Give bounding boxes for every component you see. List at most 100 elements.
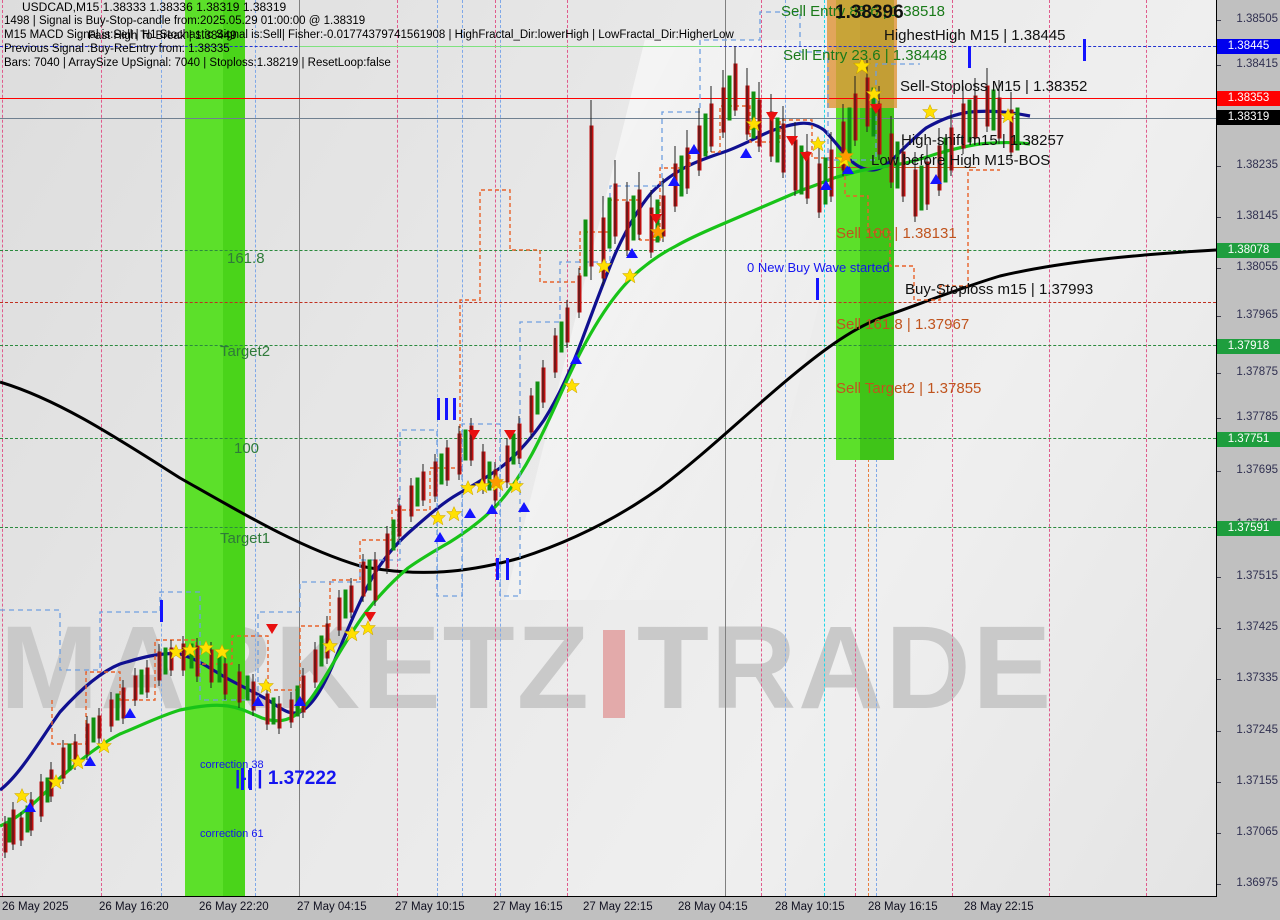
annotation-sell-stoploss: Sell-Stoploss M15 | 1.38352 <box>900 78 1088 95</box>
price-tick <box>1217 418 1221 419</box>
price-tick-label: 1.37245 <box>1236 724 1278 736</box>
price-tick-label: 1.37155 <box>1236 775 1278 787</box>
fractal-band-orange <box>51 105 1000 745</box>
annotation-sell-100: Sell 100 | 1.38131 <box>836 225 957 242</box>
price-tick <box>1217 884 1221 885</box>
vgrid <box>824 0 825 896</box>
vgrid <box>952 0 953 896</box>
price-tick <box>1217 731 1221 732</box>
price-tick <box>1217 577 1221 578</box>
price-tick <box>1217 166 1221 167</box>
annotation-new-buy-wave: 0 New Buy Wave started <box>747 260 890 275</box>
time-tick-label: 27 May 16:15 <box>493 901 563 913</box>
price-tick <box>1217 268 1221 269</box>
price-chip-green: 1.37751 <box>1217 432 1280 447</box>
price-tick-label: 1.38505 <box>1236 13 1278 25</box>
price-tick-label: 1.37695 <box>1236 464 1278 476</box>
price-tick <box>1217 316 1221 317</box>
annotation-sell-1618: Sell 161.8 | 1.37967 <box>836 316 970 333</box>
price-tick-label: 1.38145 <box>1236 210 1278 222</box>
time-tick-label: 28 May 10:15 <box>775 901 845 913</box>
price-tick <box>1217 782 1221 783</box>
chart-series-svg <box>0 11 1216 858</box>
vgrid <box>299 0 300 896</box>
vgrid <box>495 0 496 896</box>
price-tick-label: 1.38055 <box>1236 261 1278 273</box>
price-chip-green: 1.37591 <box>1217 521 1280 536</box>
annotation-sell-entry-236: Sell Entry 23.6 | 1.38448 <box>783 47 948 64</box>
vgrid <box>161 0 162 896</box>
price-tick <box>1217 20 1221 21</box>
price-tick <box>1217 679 1221 680</box>
vgrid <box>397 0 398 896</box>
buy-arrow-markers <box>24 144 942 824</box>
annotation-correction-61: correction 61 <box>200 828 264 840</box>
signal-line: 1498 | Signal is Buy-Stop-candle from:20… <box>4 15 366 27</box>
vgrid <box>101 0 102 896</box>
fib-100-line <box>0 438 1216 439</box>
annotation-correction-38: correction 38 <box>200 759 264 771</box>
vgrid <box>255 0 256 896</box>
star-markers <box>13 56 1017 804</box>
annotation-sell-entry-886: Sell Entry 88.6 | 1.38518 <box>781 3 946 20</box>
watermark-divider <box>602 630 625 718</box>
annotation-highest-high: HighestHigh M15 | 1.38445 <box>884 27 1066 44</box>
fast-high-to-break-overlay: Fast High To Break | 1.38449 <box>88 30 237 42</box>
time-tick-label: 27 May 22:15 <box>583 901 653 913</box>
annotation-fib-100: 100 <box>234 440 260 457</box>
vgrid <box>1146 0 1147 896</box>
price-tick <box>1217 217 1221 218</box>
price-tick <box>1217 373 1221 374</box>
time-tick-label: 26 May 22:20 <box>199 901 269 913</box>
time-tick-label: 26 May 2025 <box>2 901 69 913</box>
price-chip-green: 1.38078 <box>1217 243 1280 258</box>
annotation-low-before-high: Low before High M15-BOS <box>871 152 1051 169</box>
time-tick-label: 28 May 16:15 <box>868 901 938 913</box>
time-tick-label: 28 May 22:15 <box>964 901 1034 913</box>
ma-fast-green-line <box>0 140 1031 828</box>
fib-target2-line <box>0 345 1216 346</box>
bid-line <box>0 98 1216 99</box>
annotation-fib-target2: Target2 <box>220 343 271 360</box>
annotation-high-shift: High-shift m15 | 1.38257 <box>901 132 1065 149</box>
bars-arraysize-line: Bars: 7040 | ArraySize UpSignal: 7040 | … <box>4 57 391 69</box>
fib-target1-line <box>0 527 1216 528</box>
last-price-line <box>0 118 1216 119</box>
price-tick <box>1217 471 1221 472</box>
price-tick <box>1217 65 1221 66</box>
price-tick-label: 1.37515 <box>1236 570 1278 582</box>
annotation-corr-price: |-| | 1.37222 <box>235 768 337 789</box>
highest-high-line <box>300 46 720 47</box>
entry-zone <box>827 0 897 108</box>
price-tick-label: 1.37785 <box>1236 411 1278 423</box>
sell-arrow-markers <box>266 92 882 634</box>
price-chip-blue: 1.38445 <box>1217 39 1280 54</box>
price-tick <box>1217 833 1221 834</box>
price-tick <box>1217 628 1221 629</box>
price-axis[interactable]: 1.38505 1.38415 1.38235 1.38145 1.38055 1.379… <box>1217 0 1280 896</box>
time-tick-label: 27 May 04:15 <box>297 901 367 913</box>
vgrid <box>1049 0 1050 896</box>
annotation-fib-target1: Target1 <box>220 530 271 547</box>
highlight-zone <box>185 0 223 896</box>
price-tick-label: 1.38235 <box>1236 159 1278 171</box>
annotation-buy-stoploss: Buy-Stoploss m15 | 1.37993 <box>905 281 1094 298</box>
time-axis[interactable]: 26 May 2025 26 May 16:20 26 May 22:20 27 Ma… <box>0 897 1280 920</box>
price-chart-plot[interactable]: MARKETZ TRADE <box>0 0 1217 897</box>
time-tick-label: 27 May 10:15 <box>395 901 465 913</box>
watermark-right: TRADE <box>636 602 1054 734</box>
price-chip-green: 1.37918 <box>1217 339 1280 354</box>
vgrid <box>725 0 726 896</box>
vgrid <box>785 0 786 896</box>
vgrid <box>437 0 438 896</box>
candlestick-series <box>3 46 1020 858</box>
vgrid <box>567 0 568 896</box>
buy-stoploss-line <box>0 302 1216 303</box>
annotation-last-price-big: 1.38396 <box>835 2 904 23</box>
wave-count-markers <box>160 39 1086 790</box>
price-chip-red: 1.38353 <box>1217 91 1280 106</box>
macd-stoch-line: M15 MACD Signal is:Sell | H1 Stochastic … <box>4 29 734 41</box>
previous-signal-line: Previous Signal :Buy-ReEntry from: 1.383… <box>4 43 230 55</box>
fractal-band-blue <box>0 11 920 701</box>
